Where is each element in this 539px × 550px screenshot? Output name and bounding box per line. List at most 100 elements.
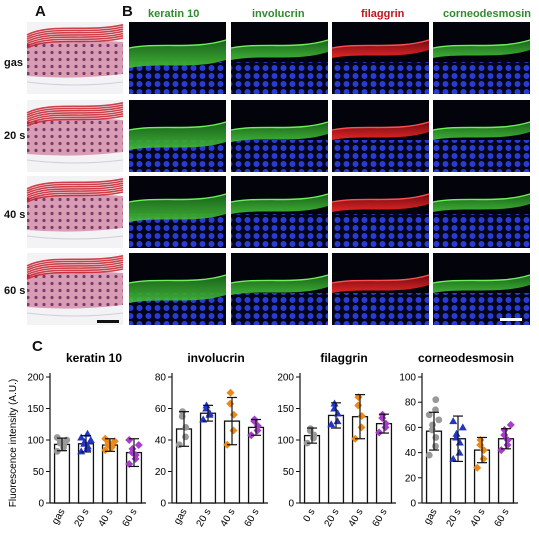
fluorescence-tile-r0-c1 (230, 22, 329, 94)
y-tick-label: 100 (399, 373, 416, 384)
fluorescence-tile-r1-c0 (128, 100, 227, 172)
y-tick-label: 100 (27, 436, 44, 447)
data-point (182, 433, 189, 441)
data-point (452, 429, 461, 437)
data-point (53, 447, 61, 455)
col-title-corneodesmosin: corneodesmosin (443, 8, 532, 20)
y-tick-label: 20 (155, 467, 167, 478)
chart-title: keratin 10 (66, 351, 122, 365)
data-point (77, 433, 86, 441)
bar (199, 412, 217, 504)
panel-letter-a: A (35, 3, 46, 20)
data-point (175, 441, 183, 449)
data-point (435, 416, 443, 424)
data-point (307, 425, 314, 433)
y-axis-label: Fluorescence intensity (A.U.) (8, 379, 19, 507)
data-point (497, 446, 506, 455)
chart-title: involucrin (187, 351, 244, 365)
data-point (53, 434, 61, 441)
data-point (125, 436, 134, 444)
data-point (432, 434, 440, 441)
fluorescence-tile-r2-c1 (230, 176, 329, 248)
x-tick-label: 60 s (371, 507, 390, 529)
x-tick-label: gas (50, 507, 68, 526)
fluorescence-tile-r2-c0 (128, 176, 227, 248)
data-point (327, 420, 336, 428)
data-point (473, 463, 482, 472)
data-point (226, 388, 235, 397)
data-point (449, 454, 458, 462)
y-tick-label: 0 (410, 499, 416, 510)
col-title-filaggrin: filaggrin (361, 8, 405, 20)
chart-title: filaggrin (320, 351, 367, 365)
data-point (432, 406, 439, 414)
row-label-gas: gas (4, 57, 23, 69)
data-point (432, 442, 439, 450)
data-point (500, 425, 509, 434)
x-tick-label: gas (172, 507, 190, 526)
col-title-involucrin: involucrin (252, 8, 305, 20)
histology-tile-2 (26, 176, 124, 248)
y-tick-label: 200 (277, 373, 294, 384)
row-label-60s: 60 s (4, 285, 26, 297)
data-point (182, 424, 190, 431)
x-tick-label: 40 s (219, 507, 238, 529)
histology-tile-0 (26, 22, 124, 94)
fluorescence-tile-r3-c2 (331, 253, 430, 325)
x-tick-label: 20 s (73, 507, 92, 529)
data-point (425, 411, 433, 419)
data-point (429, 421, 436, 429)
scale-bar-b (500, 318, 522, 321)
data-point (432, 396, 440, 404)
chart-3: corneodesmosin 0 20 40 60 80 100 gas 20 s 40 s 60 … (399, 351, 518, 529)
x-tick-label: 40 s (347, 507, 366, 529)
fluorescence-tile-r2-c3 (432, 176, 531, 248)
histology-tile-1 (26, 100, 124, 172)
data-point (458, 423, 467, 431)
fluorescence-tile-r3-c0 (128, 253, 227, 325)
y-tick-label: 0 (38, 499, 44, 510)
data-point (86, 436, 95, 443)
x-tick-label: 40 s (469, 507, 488, 529)
data-point (229, 410, 238, 419)
col-title-keratin: keratin 10 (148, 8, 200, 20)
fluorescence-tile-r3-c1 (230, 253, 329, 325)
y-tick-label: 50 (283, 467, 295, 478)
y-tick-label: 100 (277, 436, 294, 447)
panel-letter-c: C (32, 338, 43, 355)
y-tick-label: 40 (405, 448, 417, 459)
data-point (425, 451, 433, 459)
fluorescence-tile-r1-c2 (331, 100, 430, 172)
panel-letter-b: B (122, 3, 133, 20)
fluorescence-tile-r0-c0 (128, 22, 227, 94)
data-point (83, 429, 92, 437)
fluorescence-tile-r0-c3 (432, 22, 531, 94)
fluorescence-tile-r2-c2 (331, 176, 430, 248)
x-tick-label: gas (422, 507, 440, 526)
fluorescence-tile-r0-c2 (331, 22, 430, 94)
y-tick-label: 0 (288, 499, 294, 510)
y-tick-label: 0 (160, 499, 166, 510)
y-tick-label: 60 (155, 404, 167, 415)
row-label-20s: 20 s (4, 130, 26, 142)
x-tick-label: 20 s (323, 507, 342, 529)
y-tick-label: 60 (405, 423, 417, 434)
chart-title: corneodesmosin (418, 351, 514, 365)
chart-2: filaggrin 0 50 100 150 200 0 s 20 s 40 s 60 s (277, 351, 396, 529)
data-point (506, 420, 515, 429)
bar-charts: Fluorescence intensity (A.U.) keratin 10… (8, 351, 518, 529)
y-tick-label: 150 (27, 404, 44, 415)
data-point (449, 417, 458, 425)
x-tick-label: 60 s (243, 507, 262, 529)
chart-1: involucrin 0 20 40 60 80 gas 20 s 40 s 60 s (155, 351, 268, 529)
data-point (375, 428, 384, 437)
x-tick-label: 40 s (97, 507, 116, 529)
data-point (354, 401, 363, 410)
x-tick-label: 60 s (121, 507, 140, 529)
x-tick-label: 0 s (301, 507, 317, 524)
y-tick-label: 150 (277, 404, 294, 415)
data-point (77, 447, 86, 455)
x-tick-label: 20 s (195, 507, 214, 529)
x-tick-label: 20 s (445, 507, 464, 529)
histology-tile-3 (26, 253, 124, 325)
